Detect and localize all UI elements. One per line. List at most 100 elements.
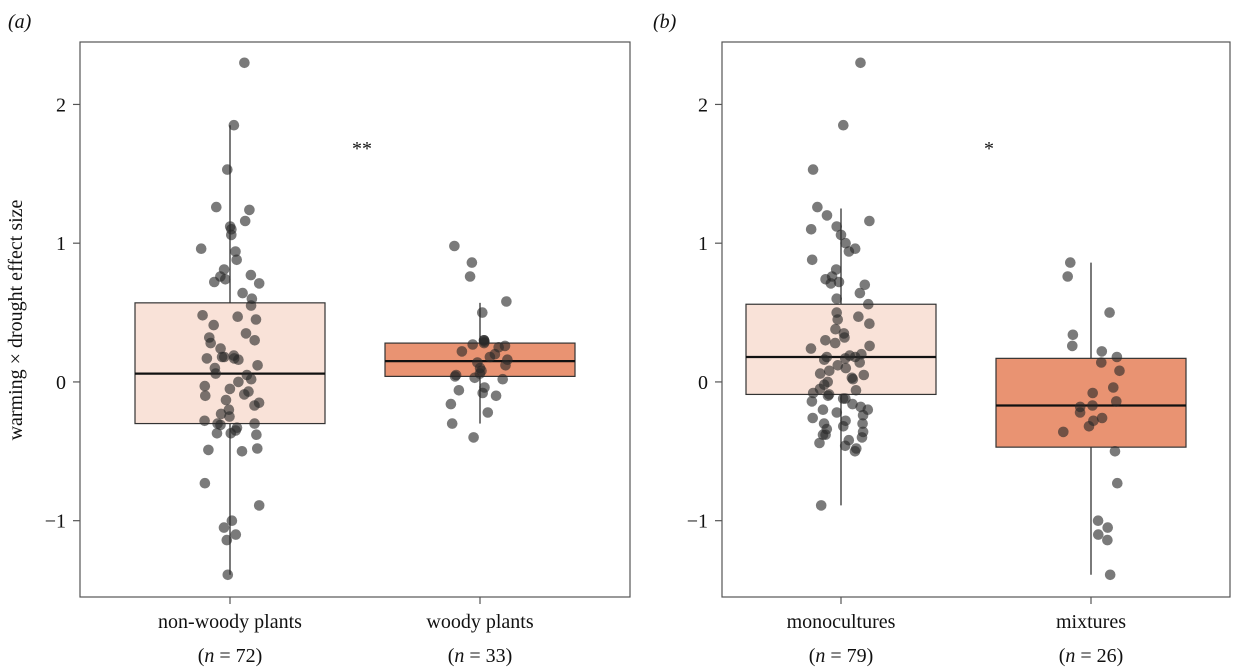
data-point-b-0-64 — [838, 421, 849, 432]
data-point-b-0-28 — [839, 332, 850, 343]
data-point-b-0-12 — [806, 254, 818, 266]
n-label-var-a-0: n — [204, 645, 214, 667]
points-a — [195, 57, 513, 581]
data-point-b-0-68 — [856, 432, 868, 443]
data-point-b-0-32 — [805, 343, 817, 354]
data-point-b-0-0 — [855, 57, 866, 69]
data-point-b-0-6 — [831, 221, 842, 232]
data-point-a-0-59 — [225, 428, 237, 439]
data-point-a-0-9 — [195, 243, 207, 254]
data-point-b-0-25 — [864, 318, 875, 330]
data-point-b-1-22 — [1093, 529, 1104, 540]
n-label-var-b-0: n — [815, 645, 825, 667]
data-point-a-0-2 — [222, 164, 233, 175]
data-point-a-0-53 — [199, 415, 210, 427]
data-point-a-1-26 — [453, 385, 465, 396]
data-point-a-1-0 — [449, 240, 460, 252]
data-point-b-0-73 — [849, 446, 861, 457]
data-point-b-0-29 — [820, 335, 831, 346]
data-point-b-0-20 — [831, 293, 842, 305]
x-labels-a: non-woody plants(n = 72)woody plants(n =… — [158, 597, 534, 667]
y-tick-label-a-1: 0 — [56, 372, 66, 394]
data-point-a-0-38 — [210, 368, 221, 379]
data-point-b-0-30 — [829, 337, 841, 349]
data-point-a-0-1 — [228, 119, 240, 131]
y-tick-label-a-2: 1 — [56, 233, 66, 255]
data-point-a-0-64 — [236, 446, 248, 457]
n-label-open-b-1: ( — [1059, 645, 1066, 667]
panel-label-b: (b) — [653, 11, 677, 33]
n-label-a-0: (n = 72) — [198, 645, 263, 667]
data-point-b-1-18 — [1109, 446, 1121, 457]
data-point-b-0-19 — [854, 287, 866, 299]
data-point-a-0-71 — [222, 569, 234, 581]
y-ticks-b: −1 0 1 2 — [687, 94, 722, 533]
data-point-a-1-24 — [497, 373, 509, 385]
data-point-b-1-6 — [1111, 351, 1123, 363]
significance-a: ** — [352, 138, 372, 160]
data-point-b-1-3 — [1067, 329, 1079, 341]
data-point-b-0-5 — [864, 215, 875, 227]
data-point-b-0-70 — [814, 437, 825, 449]
data-point-a-1-8 — [478, 337, 490, 349]
category-label-a-1: woody plants — [426, 611, 533, 633]
data-point-a-0-11 — [231, 254, 242, 266]
y-tick-label-b-3: 2 — [698, 94, 708, 116]
data-point-b-0-37 — [840, 353, 851, 364]
data-point-b-1-25 — [1074, 407, 1086, 418]
data-point-b-1-20 — [1092, 515, 1104, 526]
data-point-b-1-8 — [1114, 365, 1125, 377]
data-point-a-0-42 — [199, 380, 211, 392]
data-point-a-0-47 — [220, 394, 232, 406]
data-point-b-0-61 — [807, 412, 818, 424]
data-point-a-1-30 — [482, 407, 494, 418]
n-label-rest-a-1: = 33) — [464, 645, 512, 667]
data-point-a-0-35 — [233, 354, 244, 366]
data-point-b-0-60 — [857, 409, 869, 421]
data-point-a-0-66 — [253, 500, 265, 511]
data-point-a-1-22 — [449, 371, 461, 382]
data-point-a-0-20 — [245, 300, 257, 311]
data-point-b-0-51 — [807, 387, 819, 399]
data-point-b-0-3 — [812, 201, 823, 213]
data-point-b-0-17 — [825, 278, 837, 289]
data-point-a-0-16 — [209, 276, 220, 288]
data-point-a-1-23 — [469, 372, 481, 384]
category-label-b-0: monocultures — [787, 611, 896, 633]
data-point-b-0-18 — [859, 279, 871, 291]
data-point-b-1-1 — [1062, 271, 1073, 282]
data-point-a-0-28 — [205, 337, 216, 349]
y-axis-label: warming × drought effect size — [5, 199, 27, 440]
data-point-b-0-11 — [843, 246, 855, 257]
data-point-b-0-56 — [847, 398, 858, 410]
plot-frame-b — [721, 41, 1231, 598]
data-point-b-0-21 — [863, 298, 874, 310]
data-point-a-0-18 — [237, 287, 248, 299]
data-point-a-0-56 — [215, 419, 226, 431]
data-point-b-0-55 — [806, 396, 818, 407]
data-point-b-0-50 — [850, 385, 862, 396]
data-point-a-0-36 — [252, 360, 263, 371]
data-point-b-0-8 — [835, 229, 847, 241]
data-point-a-1-31 — [446, 418, 458, 429]
data-point-a-1-27 — [477, 387, 489, 399]
data-point-a-0-32 — [219, 351, 230, 363]
data-point-a-0-52 — [224, 411, 235, 422]
significance-b: * — [984, 138, 994, 160]
data-point-b-0-53 — [822, 390, 834, 402]
data-point-b-0-59 — [831, 407, 843, 418]
data-point-b-0-1 — [838, 119, 849, 131]
data-point-b-0-71 — [839, 440, 851, 452]
data-point-b-0-46 — [847, 373, 859, 385]
data-point-a-1-4 — [477, 307, 488, 318]
data-point-b-1-2 — [1104, 307, 1115, 318]
data-point-a-0-5 — [239, 215, 251, 227]
data-point-a-0-13 — [245, 269, 257, 281]
data-point-b-0-16 — [833, 276, 845, 288]
data-point-b-1-14 — [1096, 412, 1108, 424]
data-point-b-0-9 — [840, 237, 851, 249]
data-point-b-1-21 — [1102, 522, 1113, 533]
data-point-a-0-21 — [197, 310, 208, 321]
